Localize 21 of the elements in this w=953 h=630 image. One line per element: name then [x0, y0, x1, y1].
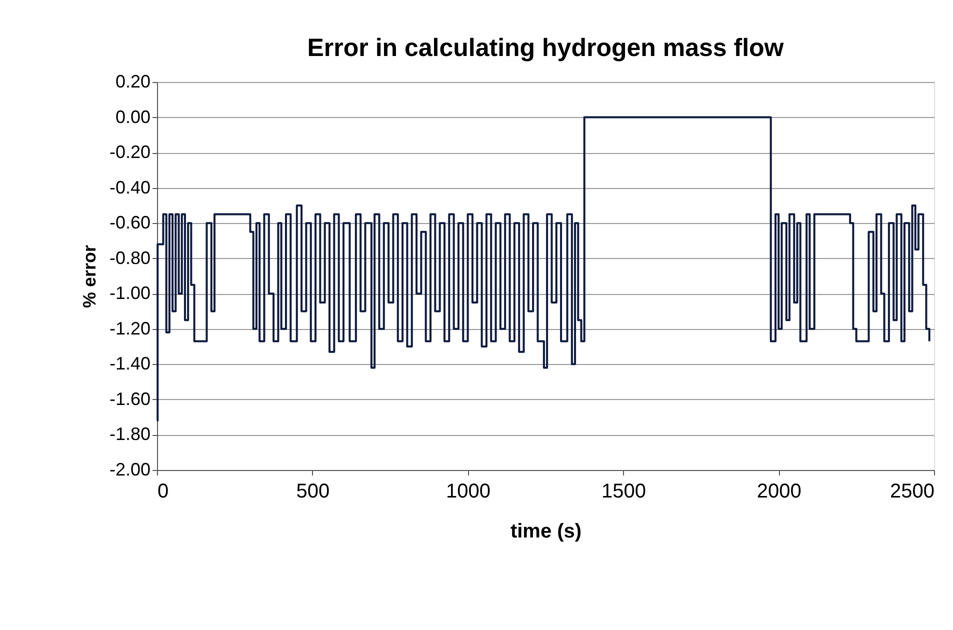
x-tick-label: 2000	[756, 480, 802, 502]
x-tick-label: 1500	[601, 480, 646, 502]
y-tick-label: -0.80	[109, 248, 150, 268]
y-tick-label: -1.60	[109, 388, 150, 409]
x-tick-label: 1000	[446, 480, 491, 502]
x-tick-label: 500	[296, 480, 330, 502]
y-tick-label: 0.00	[115, 106, 150, 127]
y-tick-label: -0.60	[109, 212, 150, 233]
y-tick-label: 0.20	[115, 72, 150, 92]
chart-title: Error in calculating hydrogen mass flow	[307, 34, 784, 62]
y-tick-label: -1.40	[109, 354, 150, 374]
y-axis-title: % error	[79, 244, 100, 308]
x-tick-label: 0	[158, 480, 169, 502]
y-tick-label: -1.20	[109, 318, 150, 338]
y-tick-label: -1.80	[109, 424, 150, 444]
x-tick-label: 2500	[890, 480, 934, 502]
x-axis-title: time (s)	[510, 520, 582, 542]
y-tick-label: -0.40	[109, 177, 150, 198]
y-tick-label: -0.20	[109, 142, 150, 162]
y-tick-label: -1.00	[109, 283, 150, 304]
y-tick-label: -2.00	[109, 460, 150, 480]
